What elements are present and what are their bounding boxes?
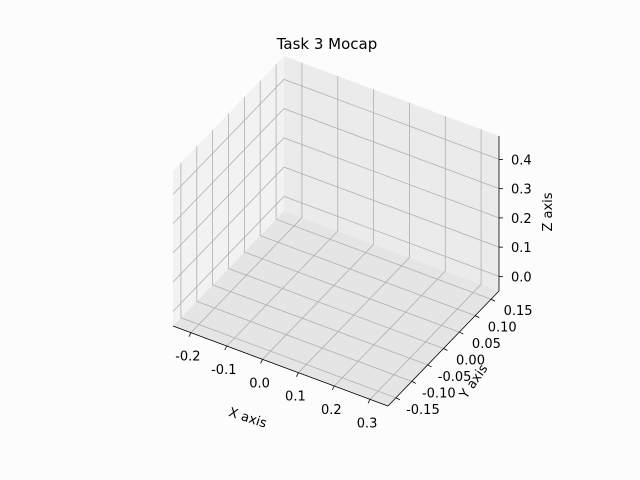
x-tick-label: 0.3 <box>357 416 378 431</box>
gridline-z <box>172 137 500 254</box>
gridline-z <box>172 195 500 312</box>
y-tick-label: 0.00 <box>456 354 485 369</box>
gridlines <box>172 62 500 400</box>
x-tick-label: 0.2 <box>321 403 342 418</box>
y-tick-label: 0.15 <box>504 304 533 319</box>
gridline-x <box>369 129 482 400</box>
gridline-y <box>275 64 492 300</box>
y-tick-label: 0.05 <box>472 337 501 352</box>
x-tick-label: 0.0 <box>249 376 270 391</box>
gridline-y <box>259 80 476 316</box>
y-tick-mark <box>395 397 401 401</box>
z-tick-label: 0.1 <box>511 241 532 256</box>
gridline-z <box>172 166 500 283</box>
x-axis-label: X axis <box>227 405 269 431</box>
gridline-x <box>298 102 410 373</box>
gridline-x <box>190 62 303 333</box>
gridline-x <box>262 89 375 360</box>
tick-labels: -0.2 -0.1 0.0 0.1 0.2 0.3 -0.15 -0.10-0.050.00 0… <box>175 153 532 431</box>
gridline-y <box>228 113 444 349</box>
z-tick-label: 0.2 <box>511 212 532 227</box>
x-tick-label: -0.2 <box>175 350 200 365</box>
y-tick-label: -0.10 <box>422 386 456 401</box>
x-tick-mark <box>224 345 228 351</box>
gridline-z <box>172 108 500 224</box>
z-axis-label: Z axis <box>541 192 556 231</box>
x-tick-label: -0.1 <box>211 363 236 378</box>
z-tick-label: 0.4 <box>511 153 532 168</box>
x-tick-mark <box>260 359 263 364</box>
x-tick-mark <box>367 399 371 404</box>
z-tick-label: 0.3 <box>511 183 532 198</box>
gridline-x <box>226 76 339 347</box>
y-tick-label: 0.10 <box>488 321 517 336</box>
gridline-y <box>243 97 460 333</box>
y-tick-mark <box>490 298 496 302</box>
x-axis-line <box>172 325 389 407</box>
gridline-y <box>180 162 397 399</box>
x-tick-mark <box>296 372 299 377</box>
y-tick-mark <box>475 315 480 319</box>
gridline-z <box>172 78 500 195</box>
x-tick-label: 0.1 <box>285 390 306 405</box>
y-tick-mark <box>443 348 448 351</box>
x-tick-mark <box>188 332 192 337</box>
gridline-x <box>334 116 446 387</box>
gridline-y <box>196 146 412 382</box>
chart-title: Task 3 Mocap <box>276 35 378 53</box>
z-tick-label: 0.0 <box>511 270 532 285</box>
gridline-y <box>212 129 428 366</box>
y-tick-mark <box>427 364 432 368</box>
y-tick-mark <box>411 380 416 384</box>
y-tick-label: -0.05 <box>438 370 472 385</box>
x-tick-mark <box>331 385 335 391</box>
axis-lines <box>172 136 503 407</box>
y-tick-mark <box>459 331 464 335</box>
y-tick-label: -0.15 <box>406 403 440 418</box>
